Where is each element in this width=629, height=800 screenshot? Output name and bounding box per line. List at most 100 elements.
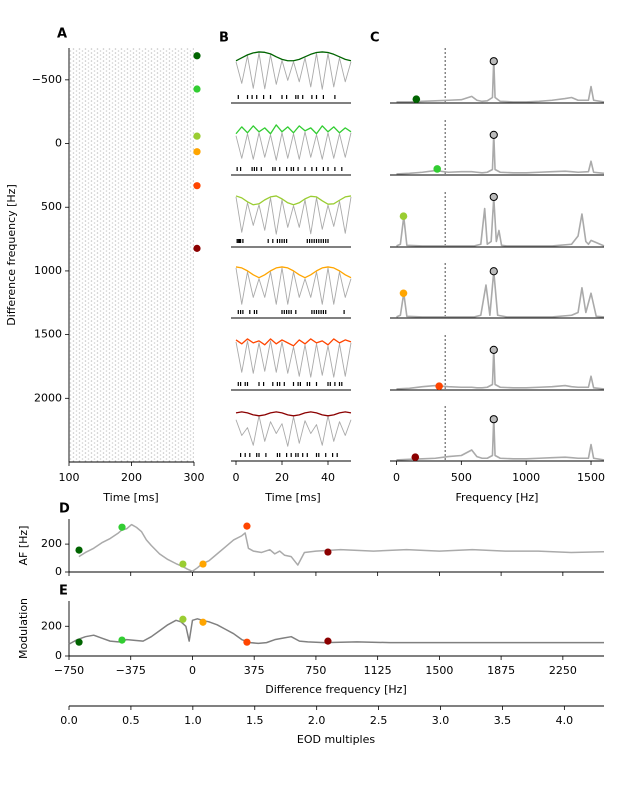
x-tick-label: 40	[321, 471, 335, 484]
spectrum	[396, 196, 605, 247]
x-tick-label: 0	[189, 664, 196, 677]
df-marker	[75, 546, 83, 554]
eod-peak	[489, 130, 498, 139]
x-tick-label: 0.5	[122, 714, 140, 727]
x-tick-label: −375	[116, 664, 146, 677]
y-tick-label: 0	[55, 649, 62, 662]
x-tick-label: 0	[233, 471, 240, 484]
df-marker	[193, 132, 201, 140]
spectrum	[396, 58, 605, 103]
eod-peak	[489, 415, 498, 424]
x-axis-label: Time [ms]	[102, 491, 158, 504]
x-axis-label: Frequency [Hz]	[456, 491, 539, 504]
y-tick-label: 200	[41, 619, 62, 632]
x-tick-label: 2250	[549, 664, 577, 677]
x-axis-label: EOD multiples	[297, 733, 375, 746]
envelope	[235, 51, 352, 62]
x-tick-label: 3.5	[494, 714, 512, 727]
panel-label: E	[59, 584, 68, 599]
y-tick-label: 500	[41, 200, 62, 213]
y-axis-label: Difference frequency [Hz]	[5, 184, 18, 326]
envelope	[235, 266, 352, 279]
x-tick-label: 300	[184, 471, 205, 484]
x-tick-label: 0.0	[60, 714, 78, 727]
df-marker	[324, 637, 332, 645]
df-marker	[193, 244, 201, 252]
df-peak	[435, 382, 443, 390]
df-marker	[324, 548, 332, 556]
carrier-signal	[235, 415, 352, 447]
x-tick-label: 500	[451, 471, 472, 484]
eod-peak	[489, 192, 498, 202]
y-tick-label: 0	[55, 565, 62, 578]
carrier-signal	[235, 131, 352, 161]
df-peak	[399, 289, 408, 298]
df-marker	[179, 615, 187, 623]
x-tick-label: 200	[121, 471, 142, 484]
spectrum	[396, 132, 605, 175]
df-marker	[243, 522, 251, 530]
x-tick-label: 1.0	[184, 714, 202, 727]
x-tick-label: 0	[393, 471, 400, 484]
df-marker	[199, 560, 207, 568]
y-tick-label: 1000	[34, 264, 62, 277]
df-marker	[193, 52, 201, 60]
panel-label: D	[59, 502, 70, 517]
envelope	[235, 338, 352, 347]
df-marker	[193, 85, 201, 93]
x-tick-label: −750	[54, 664, 84, 677]
df-peak	[411, 453, 420, 461]
x-tick-label: 2.0	[308, 714, 326, 727]
panel-label: C	[370, 31, 380, 46]
x-tick-label: 750	[305, 664, 326, 677]
df-marker	[179, 560, 187, 568]
envelope	[235, 195, 352, 206]
y-tick-label: 1500	[34, 328, 62, 341]
df-peak	[433, 165, 442, 173]
y-tick-label: 2000	[34, 391, 62, 404]
df-marker	[199, 618, 207, 626]
df-marker	[118, 523, 126, 531]
panel-label: B	[219, 31, 229, 46]
eod-peak	[489, 345, 498, 354]
carrier-signal	[235, 340, 352, 378]
carrier-signal	[235, 267, 352, 305]
df-marker	[118, 636, 126, 644]
curve	[78, 523, 605, 573]
x-tick-label: 1875	[487, 664, 515, 677]
y-tick-label: 0	[55, 137, 62, 150]
carrier-signal	[235, 52, 352, 90]
spectrum	[396, 416, 605, 461]
x-tick-label: 1500	[425, 664, 453, 677]
x-tick-label: 2.5	[370, 714, 388, 727]
envelope	[235, 124, 352, 135]
x-tick-label: 1500	[577, 471, 605, 484]
y-axis-label: Modulation	[17, 598, 30, 659]
df-peak	[412, 95, 421, 103]
spectrum	[396, 347, 605, 390]
x-tick-label: 1000	[512, 471, 540, 484]
carrier-signal	[235, 196, 352, 235]
x-tick-label: 20	[275, 471, 289, 484]
y-tick-label: −500	[32, 73, 62, 86]
panel-label: A	[57, 27, 67, 42]
x-axis-label: Difference frequency [Hz]	[265, 683, 407, 696]
envelope	[235, 411, 352, 417]
x-tick-label: 3.0	[432, 714, 450, 727]
df-marker	[193, 148, 201, 156]
df-marker	[243, 638, 251, 646]
raster-texture	[69, 48, 194, 462]
x-axis-label: Time [ms]	[264, 491, 320, 504]
x-tick-label: 1.5	[246, 714, 264, 727]
spectrum	[396, 270, 605, 318]
x-tick-label: 4.0	[556, 714, 574, 727]
y-axis-label: AF [Hz]	[17, 526, 30, 566]
y-tick-label: 200	[41, 537, 62, 550]
df-marker	[75, 638, 83, 646]
curve	[68, 618, 604, 645]
df-marker	[193, 182, 201, 190]
eod-peak	[489, 267, 498, 276]
x-tick-label: 375	[244, 664, 265, 677]
x-tick-label: 100	[59, 471, 80, 484]
